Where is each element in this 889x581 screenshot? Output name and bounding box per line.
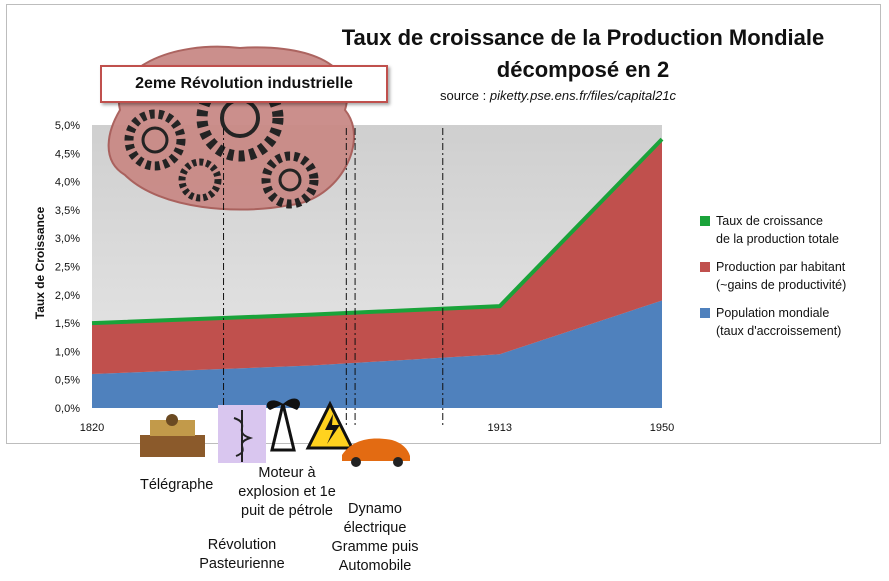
y-tick-label: 4,5% — [55, 148, 80, 160]
caption-line: Gramme puis — [331, 539, 419, 555]
y-tick-label: 1,5% — [55, 318, 80, 330]
caption-line: Automobile — [338, 558, 412, 574]
caption-line: puit de pétrole — [241, 503, 333, 519]
legend-item-total: Taux de croissance de la production tota… — [700, 212, 846, 248]
y-tick-label: 3,5% — [55, 205, 80, 217]
caption-line: électrique — [343, 520, 407, 536]
warning-picture — [305, 400, 355, 450]
caption-telegraphe: Télégraphe — [140, 477, 214, 493]
legend-label: (taux d'accroissement) — [716, 324, 842, 338]
caption-line: Révolution — [207, 537, 277, 553]
y-tick-label: 0,5% — [55, 375, 80, 387]
medicine-picture — [218, 405, 266, 463]
source-note: source : piketty.pse.ens.fr/files/capita… — [440, 88, 676, 103]
source-url: piketty.pse.ens.fr/files/capital21c — [489, 88, 677, 103]
legend: Taux de croissance de la production tota… — [700, 212, 846, 350]
x-tick-label: 1820 — [80, 422, 104, 434]
legend-swatch-population — [700, 308, 710, 318]
chart-title: Taux de croissance de la Production Mond… — [300, 22, 866, 86]
legend-label: Production par habitant — [716, 260, 846, 274]
caption-line: explosion et 1e — [238, 484, 336, 500]
caption-dynamo: Dynamo électrique Gramme puis Automobile — [330, 500, 420, 576]
y-tick-label: 0,0% — [55, 403, 80, 415]
y-tick-label: 2,0% — [55, 290, 80, 302]
x-tick-label: 1913 — [488, 422, 512, 434]
legend-swatch-habitant — [700, 262, 710, 272]
car-picture — [342, 438, 410, 467]
line-taux-total — [91, 137, 664, 326]
area-production-habitant — [92, 139, 662, 375]
legend-swatch-total — [700, 216, 710, 226]
y-tick-label: 1,0% — [55, 346, 80, 358]
caption-moteur: Moteur à explosion et 1e puit de pétrole — [232, 464, 342, 521]
legend-label: Taux de croissance — [716, 214, 824, 228]
legend-label: de la production totale — [716, 232, 840, 246]
y-tick-label: 4,0% — [55, 177, 80, 189]
source-prefix: source : — [440, 88, 490, 103]
oil-derrick-picture — [266, 398, 301, 452]
caption-pasteur: Révolution Pasteurienne — [196, 536, 288, 574]
title-line-1: Taux de croissance de la Production Mond… — [341, 25, 825, 50]
caption-line: Pasteurienne — [199, 556, 285, 572]
y-tick-label: 5,0% — [55, 120, 80, 132]
y-tick-label: 3,0% — [55, 233, 80, 245]
telegraph-picture — [140, 414, 205, 457]
revolution-box-label: 2eme Révolution industrielle — [100, 65, 388, 103]
y-axis-label: Taux de Croissance — [33, 206, 47, 320]
area-population — [92, 300, 662, 408]
x-tick-label: 1950 — [650, 422, 674, 434]
title-line-2: décomposé en 2 — [496, 57, 670, 82]
legend-label: Population mondiale — [716, 306, 830, 320]
caption-line: Dynamo — [348, 501, 402, 517]
caption-line: Moteur à — [258, 465, 316, 481]
legend-item-habitant: Production par habitant (~gains de produ… — [700, 258, 846, 294]
legend-label: (~gains de productivité) — [716, 278, 847, 292]
y-tick-label: 2,5% — [55, 262, 80, 274]
legend-item-population: Population mondiale (taux d'accroissemen… — [700, 304, 846, 340]
